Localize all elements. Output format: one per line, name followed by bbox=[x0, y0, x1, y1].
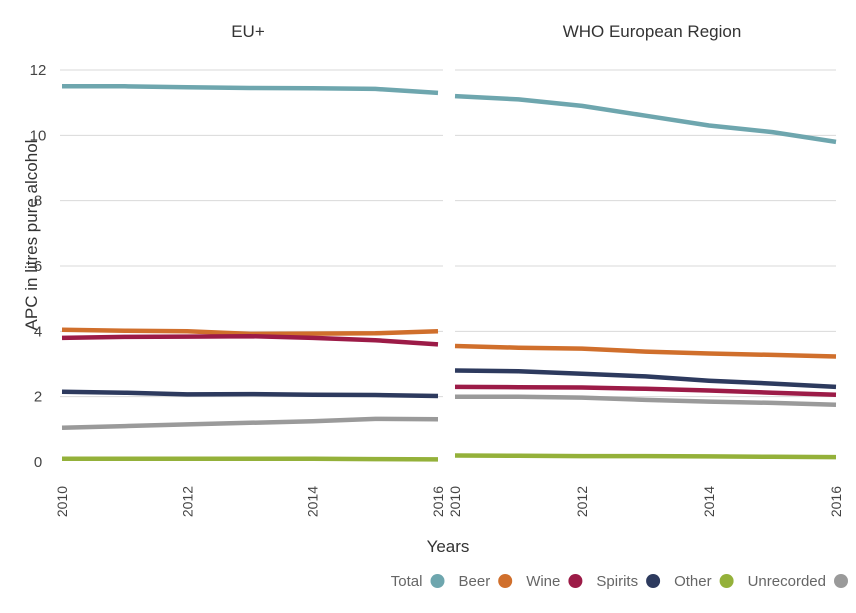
legend-marker-total bbox=[430, 574, 445, 588]
y-tick-label: 12 bbox=[30, 62, 47, 79]
series-line-beer bbox=[61, 327, 439, 337]
legend-label-beer: Beer bbox=[459, 573, 491, 590]
y-tick-label: 0 bbox=[34, 454, 42, 471]
x-tick-label: 2016 bbox=[430, 486, 446, 517]
legend-marker-wine bbox=[568, 574, 583, 588]
y-tick-label: 10 bbox=[30, 127, 47, 144]
series-line-other bbox=[454, 453, 837, 460]
legend-label-total: Total bbox=[391, 573, 423, 590]
series-line-wine bbox=[454, 384, 837, 397]
panel-eu: EU+ 0 2 4 6 8 10 12 2010 2012 2014 2016 bbox=[30, 22, 446, 517]
series-line-unrecorded bbox=[61, 416, 439, 430]
x-tick-label: 2012 bbox=[179, 486, 195, 517]
series-line-spirits bbox=[61, 389, 439, 399]
legend-marker-unrecorded bbox=[834, 574, 848, 588]
panel-title: WHO European Region bbox=[563, 22, 742, 41]
y-axis-title: APC in litres pure alcohol bbox=[22, 140, 41, 331]
series-line-total bbox=[62, 84, 439, 96]
legend-label-wine: Wine bbox=[526, 573, 560, 590]
x-tick-label: 2014 bbox=[701, 486, 717, 517]
legend: Total Beer Wine Spirits Other Unrecorded bbox=[391, 573, 848, 590]
x-tick-label: 2010 bbox=[447, 486, 463, 517]
series-line-other bbox=[62, 456, 439, 462]
panel-who-european-region: WHO European Region 2010 2012 2014 2016 bbox=[447, 22, 844, 517]
x-tick-label: 2010 bbox=[54, 486, 70, 517]
x-tick-label: 2012 bbox=[574, 486, 590, 517]
x-tick-label: 2014 bbox=[305, 486, 321, 517]
legend-label-spirits: Spirits bbox=[596, 573, 638, 590]
series-line-wine bbox=[61, 333, 439, 347]
y-tick-label: 8 bbox=[34, 193, 42, 210]
legend-label-unrecorded: Unrecorded bbox=[748, 573, 826, 590]
legend-marker-spirits bbox=[646, 574, 661, 588]
x-tick-label: 2016 bbox=[828, 486, 844, 517]
legend-marker-beer bbox=[498, 574, 513, 588]
y-tick-label: 2 bbox=[34, 389, 42, 406]
series-line-total bbox=[454, 93, 837, 145]
series-line-beer bbox=[454, 343, 837, 359]
legend-label-other: Other bbox=[674, 573, 712, 590]
x-axis-title: Years bbox=[427, 537, 470, 556]
y-tick-label: 4 bbox=[34, 323, 42, 340]
y-tick-label: 6 bbox=[34, 258, 42, 275]
panel-title: EU+ bbox=[231, 22, 265, 41]
series-line-spirits bbox=[454, 368, 837, 390]
series-line-unrecorded bbox=[455, 394, 837, 408]
legend-marker-other bbox=[719, 574, 734, 588]
